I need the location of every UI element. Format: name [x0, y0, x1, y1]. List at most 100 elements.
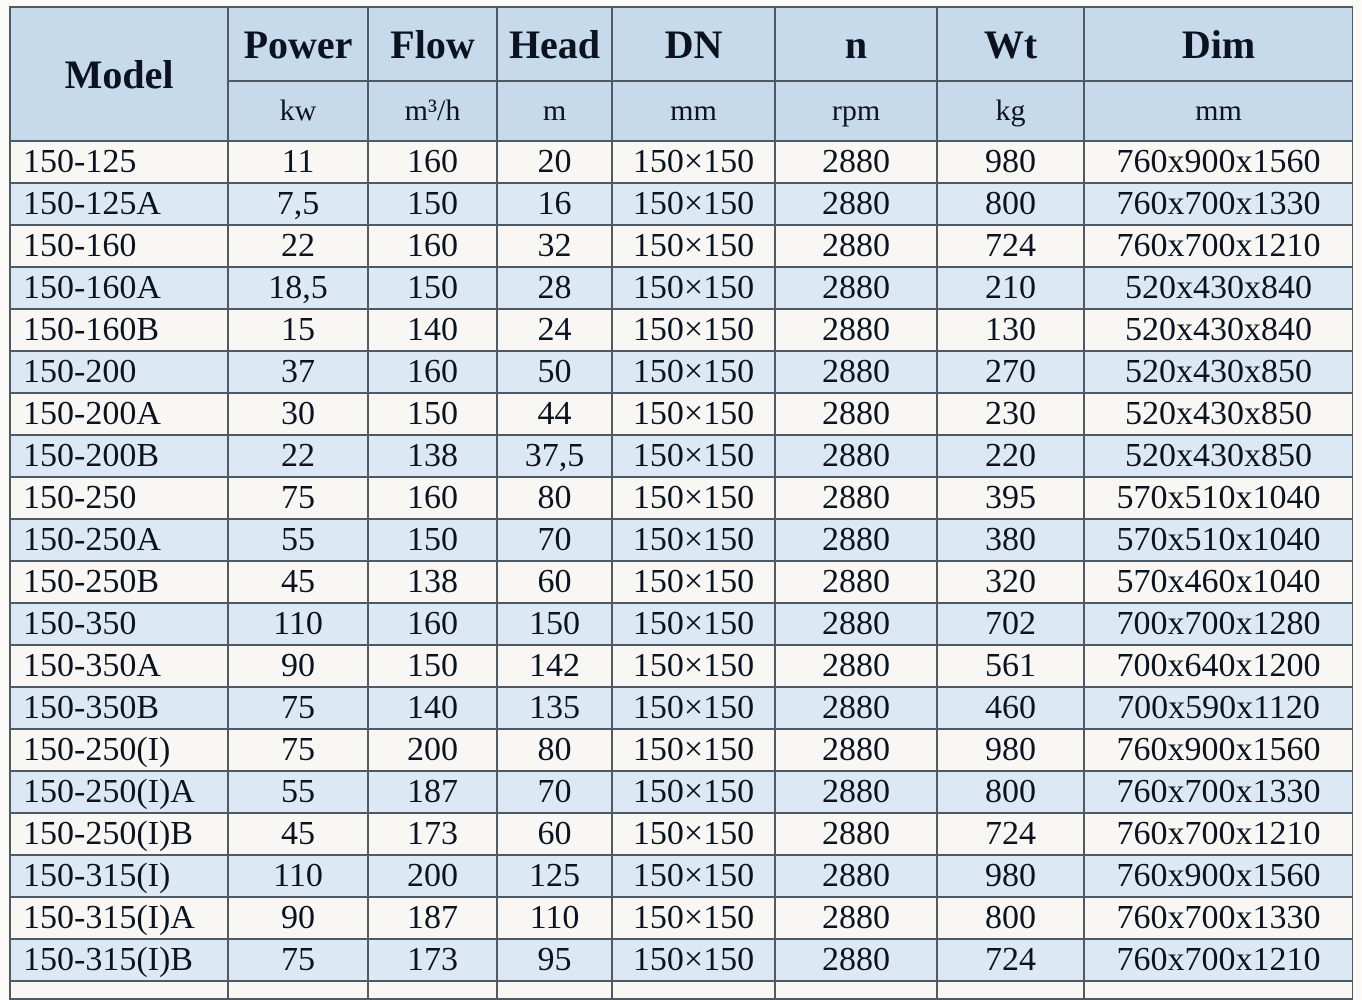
column-header-power: Power — [227, 6, 369, 82]
table-header: Model Power Flow Head DN n Wt Dim kw m³/… — [9, 6, 1353, 142]
cell-n: 2880 — [774, 686, 938, 730]
cell-wt: 230 — [936, 392, 1085, 436]
cell-dim: 760x700x1330 — [1083, 770, 1353, 814]
cell-head: 142 — [496, 644, 613, 688]
table-row: 150-250 75 160 80 150×150 2880 395 570x510x1040 — [9, 476, 1353, 520]
cell-dim: 700x640x1200 — [1083, 644, 1353, 688]
cell-wt: 724 — [936, 938, 1085, 982]
cell-head: 44 — [496, 392, 613, 436]
cell-empty — [9, 980, 229, 1000]
unit-dim: mm — [1083, 80, 1353, 142]
cell-model: 150-350B — [9, 686, 229, 730]
cell-dim: 760x900x1560 — [1083, 140, 1353, 184]
unit-flow: m³/h — [367, 80, 498, 142]
cell-wt: 561 — [936, 644, 1085, 688]
cell-head: 135 — [496, 686, 613, 730]
header-row-units: kw m³/h m mm rpm kg mm — [10, 80, 1353, 142]
cell-model: 150-200 — [9, 350, 229, 394]
column-header-wt: Wt — [936, 6, 1085, 82]
cell-dim: 760x700x1330 — [1083, 182, 1353, 226]
cell-n: 2880 — [774, 350, 938, 394]
cell-head: 32 — [496, 224, 613, 268]
cell-n: 2880 — [774, 476, 938, 520]
cell-dn: 150×150 — [611, 896, 776, 940]
cell-model: 150-315(I)A — [9, 896, 229, 940]
cell-power: 90 — [227, 896, 369, 940]
cell-flow: 150 — [367, 518, 498, 562]
cell-head: 60 — [496, 812, 613, 856]
cell-power: 11 — [227, 140, 369, 184]
cell-dn: 150×150 — [611, 224, 776, 268]
table-row: 150-350B 75 140 135 150×150 2880 460 700x590x11… — [9, 686, 1353, 730]
cell-head: 95 — [496, 938, 613, 982]
cell-dn: 150×150 — [611, 182, 776, 226]
cell-dn: 150×150 — [611, 434, 776, 478]
cell-wt: 800 — [936, 182, 1085, 226]
cell-n: 2880 — [774, 224, 938, 268]
cell-dim: 520x430x850 — [1083, 392, 1353, 436]
cell-head: 125 — [496, 854, 613, 898]
cell-head: 70 — [496, 770, 613, 814]
cell-dim: 570x510x1040 — [1083, 476, 1353, 520]
table-row: 150-200 37 160 50 150×150 2880 270 520x430x850 — [9, 350, 1353, 394]
table-row: 150-350 110 160 150 150×150 2880 702 700x700x12… — [9, 602, 1353, 646]
table-row-partial — [9, 980, 1353, 1000]
cell-model: 150-160B — [9, 308, 229, 352]
cell-wt: 702 — [936, 602, 1085, 646]
table-body: 150-125 11 160 20 150×150 2880 980 760x900x1560… — [9, 140, 1353, 1000]
cell-dim: 760x700x1210 — [1083, 938, 1353, 982]
cell-dn: 150×150 — [611, 686, 776, 730]
cell-dim: 570x460x1040 — [1083, 560, 1353, 604]
cell-model: 150-125 — [9, 140, 229, 184]
cell-flow: 160 — [367, 140, 498, 184]
cell-flow: 150 — [367, 182, 498, 226]
cell-power: 18,5 — [227, 266, 369, 310]
cell-n: 2880 — [774, 896, 938, 940]
table-row: 150-315(I)B 75 173 95 150×150 2880 724 760x700x… — [9, 938, 1353, 982]
cell-dn: 150×150 — [611, 476, 776, 520]
cell-model: 150-315(I) — [9, 854, 229, 898]
cell-wt: 320 — [936, 560, 1085, 604]
cell-n: 2880 — [774, 518, 938, 562]
cell-wt: 980 — [936, 140, 1085, 184]
cell-n: 2880 — [774, 602, 938, 646]
cell-dim: 520x430x850 — [1083, 350, 1353, 394]
cell-n: 2880 — [774, 434, 938, 478]
cell-n: 2880 — [774, 854, 938, 898]
cell-power: 90 — [227, 644, 369, 688]
cell-flow: 138 — [367, 434, 498, 478]
cell-model: 150-200A — [9, 392, 229, 436]
cell-power: 110 — [227, 854, 369, 898]
cell-n: 2880 — [774, 938, 938, 982]
cell-head: 50 — [496, 350, 613, 394]
unit-power: kw — [227, 80, 369, 142]
cell-dn: 150×150 — [611, 392, 776, 436]
cell-wt: 130 — [936, 308, 1085, 352]
cell-model: 150-200B — [9, 434, 229, 478]
cell-empty — [611, 980, 776, 1000]
unit-wt: kg — [936, 80, 1085, 142]
table-row: 150-160A 18,5 150 28 150×150 2880 210 520x430x8… — [9, 266, 1353, 310]
table-row: 150-160 22 160 32 150×150 2880 724 760x700x1210 — [9, 224, 1353, 268]
cell-power: 45 — [227, 812, 369, 856]
cell-dn: 150×150 — [611, 770, 776, 814]
cell-power: 15 — [227, 308, 369, 352]
column-header-model: Model — [9, 6, 229, 142]
cell-dn: 150×150 — [611, 812, 776, 856]
cell-flow: 140 — [367, 308, 498, 352]
cell-model: 150-160 — [9, 224, 229, 268]
cell-model: 150-350 — [9, 602, 229, 646]
table-row: 150-200B 22 138 37,5 150×150 2880 220 520x430x8… — [9, 434, 1353, 478]
cell-n: 2880 — [774, 770, 938, 814]
cell-dn: 150×150 — [611, 140, 776, 184]
cell-head: 80 — [496, 728, 613, 772]
cell-dim: 520x430x840 — [1083, 308, 1353, 352]
cell-flow: 150 — [367, 266, 498, 310]
cell-flow: 187 — [367, 896, 498, 940]
table-row: 150-350A 90 150 142 150×150 2880 561 700x640x12… — [9, 644, 1353, 688]
cell-model: 150-315(I)B — [9, 938, 229, 982]
cell-model: 150-125A — [9, 182, 229, 226]
cell-dn: 150×150 — [611, 728, 776, 772]
cell-dn: 150×150 — [611, 518, 776, 562]
cell-flow: 200 — [367, 728, 498, 772]
